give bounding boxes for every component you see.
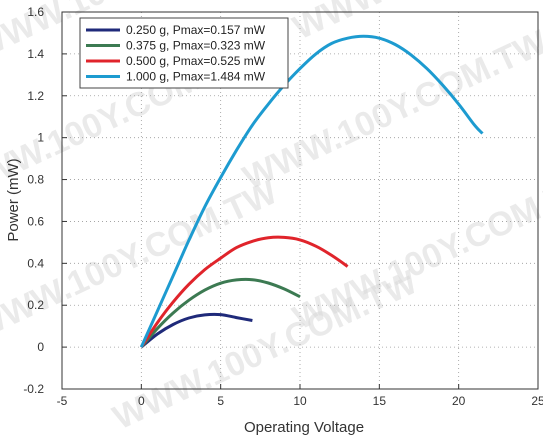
y-tick-label: 1.2 <box>27 89 44 103</box>
x-tick-label: 15 <box>373 394 387 408</box>
x-axis-label: Operating Voltage <box>244 419 364 436</box>
series-lines <box>139 34 484 349</box>
legend-entry-3: 0.500 g, Pmax=0.525 mW <box>126 54 266 68</box>
y-tick-label: 1.4 <box>27 47 44 61</box>
x-tick-label: 20 <box>452 394 466 408</box>
grid <box>62 12 538 389</box>
x-tick-label: 10 <box>293 394 307 408</box>
y-tick-label: 1 <box>37 131 44 145</box>
legend: 0.250 g, Pmax=0.157 mW 0.375 g, Pmax=0.32… <box>79 17 289 89</box>
series-line-2 <box>140 277 301 349</box>
x-tick-label: 25 <box>531 394 543 408</box>
x-tick-label: 5 <box>217 394 224 408</box>
y-tick-label: 0.6 <box>27 214 44 228</box>
series-line-1 <box>140 312 253 349</box>
series-line-4 <box>139 34 484 348</box>
series-line-3 <box>140 235 349 348</box>
y-tick-label: 0 <box>37 340 44 354</box>
y-axis-label: Power (mW) <box>5 158 22 241</box>
legend-entry-1: 0.250 g, Pmax=0.157 mW <box>126 23 266 37</box>
legend-entry-4: 1.000 g, Pmax=1.484 mW <box>126 70 266 84</box>
y-tick-label: 0.8 <box>27 173 44 187</box>
legend-entry-2: 0.375 g, Pmax=0.323 mW <box>126 39 266 53</box>
y-tick-label: 0.4 <box>27 256 44 270</box>
y-tick-label: 1.6 <box>27 5 44 19</box>
y-tick-label: -0.2 <box>23 382 44 396</box>
axis-ticks: -5 0 5 10 15 20 25 -0.2 0 0.2 0.4 0.6 0.8 1 1.2 1.4 1.6 <box>23 5 543 408</box>
x-tick-label: 0 <box>138 394 145 408</box>
y-tick-label: 0.2 <box>27 298 44 312</box>
x-tick-label: -5 <box>57 394 68 408</box>
